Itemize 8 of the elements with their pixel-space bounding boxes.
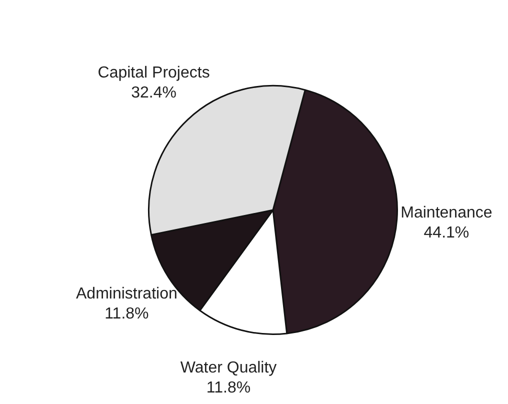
slice-label: Administration [76, 285, 178, 302]
slice-label: Capital Projects [98, 64, 210, 82]
data-label: 32.4% [131, 84, 176, 102]
slice-label: Water Quality [180, 360, 277, 377]
data-label: 11.8% [206, 380, 251, 397]
slice-label: Maintenance [400, 204, 492, 222]
data-label: 11.8% [104, 305, 149, 322]
data-label: 44.1% [424, 224, 470, 242]
